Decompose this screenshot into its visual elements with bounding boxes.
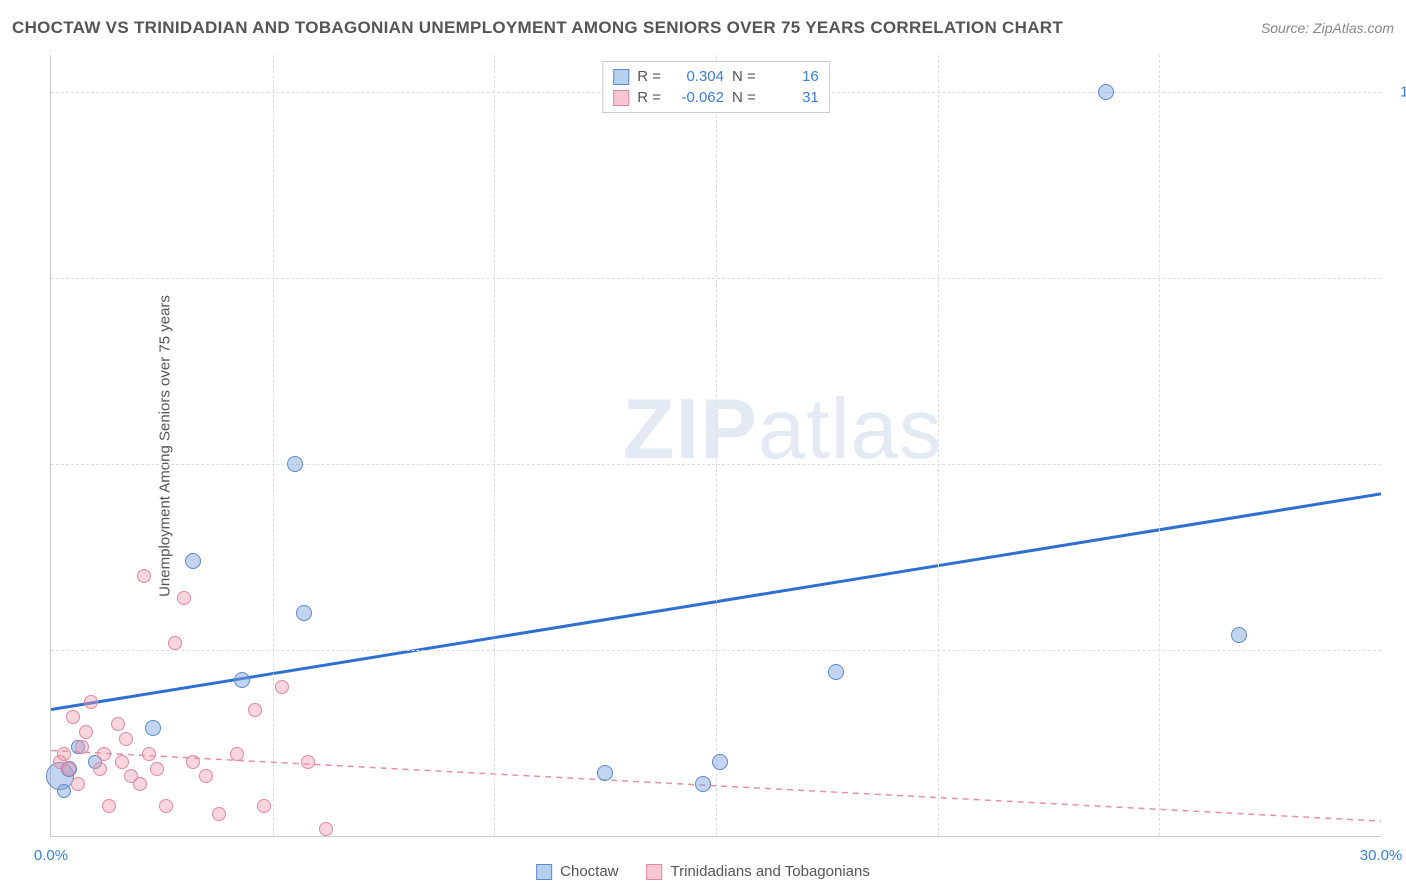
ytick-label: 50.0%: [1391, 456, 1406, 473]
data-point: [75, 740, 89, 754]
data-point: [257, 799, 271, 813]
data-point: [319, 822, 333, 836]
title-bar: CHOCTAW VS TRINIDADIAN AND TOBAGONIAN UN…: [12, 18, 1394, 38]
correlation-row-1: R = 0.304 N = 16: [613, 66, 819, 87]
data-point: [597, 765, 613, 781]
data-point: [111, 717, 125, 731]
gridline-v: [1159, 55, 1160, 836]
gridline-v: [273, 55, 274, 836]
n-value: 31: [764, 89, 819, 106]
data-point: [168, 636, 182, 650]
data-point: [137, 569, 151, 583]
data-point: [71, 777, 85, 791]
data-point: [97, 747, 111, 761]
data-point: [93, 762, 107, 776]
data-point: [145, 720, 161, 736]
r-value: -0.062: [669, 89, 724, 106]
series-legend: Choctaw Trinidadians and Tobagonians: [536, 863, 870, 880]
ytick-label: 100.0%: [1391, 84, 1406, 101]
data-point: [84, 695, 98, 709]
chart-title: CHOCTAW VS TRINIDADIAN AND TOBAGONIAN UN…: [12, 18, 1063, 38]
data-point: [695, 776, 711, 792]
data-point: [234, 672, 250, 688]
data-point: [119, 732, 133, 746]
legend-item-1: Choctaw: [536, 863, 618, 880]
data-point: [1231, 627, 1247, 643]
data-point: [712, 754, 728, 770]
data-point: [828, 664, 844, 680]
data-point: [212, 807, 226, 821]
plot-area: ZIPatlas R = 0.304 N = 16 R = -0.062 N =…: [50, 55, 1381, 837]
data-point: [301, 755, 315, 769]
legend-swatch-1: [536, 864, 552, 880]
n-label: N =: [732, 68, 756, 85]
xtick-label: 0.0%: [34, 847, 68, 864]
watermark-rest: atlas: [758, 382, 943, 477]
gridline-v: [716, 55, 717, 836]
n-label: N =: [732, 89, 756, 106]
legend-label-1: Choctaw: [560, 863, 618, 880]
data-point: [57, 784, 71, 798]
data-point: [115, 755, 129, 769]
ytick-label: 25.0%: [1391, 642, 1406, 659]
data-point: [185, 553, 201, 569]
series-swatch-2: [613, 90, 629, 106]
data-point: [296, 605, 312, 621]
watermark-bold: ZIP: [623, 382, 758, 477]
data-point: [199, 769, 213, 783]
series-swatch-1: [613, 69, 629, 85]
correlation-legend: R = 0.304 N = 16 R = -0.062 N = 31: [602, 61, 830, 113]
data-point: [142, 747, 156, 761]
legend-item-2: Trinidadians and Tobagonians: [647, 863, 870, 880]
data-point: [133, 777, 147, 791]
data-point: [159, 799, 173, 813]
data-point: [1098, 84, 1114, 100]
xtick-label: 30.0%: [1360, 847, 1403, 864]
data-point: [275, 680, 289, 694]
source-citation: Source: ZipAtlas.com: [1261, 20, 1394, 36]
r-label: R =: [637, 68, 661, 85]
data-point: [62, 762, 76, 776]
gridline-v: [494, 55, 495, 836]
correlation-row-2: R = -0.062 N = 31: [613, 87, 819, 108]
n-value: 16: [764, 68, 819, 85]
data-point: [102, 799, 116, 813]
data-point: [186, 755, 200, 769]
r-value: 0.304: [669, 68, 724, 85]
data-point: [79, 725, 93, 739]
data-point: [248, 703, 262, 717]
data-point: [177, 591, 191, 605]
legend-label-2: Trinidadians and Tobagonians: [671, 863, 870, 880]
data-point: [66, 710, 80, 724]
data-point: [230, 747, 244, 761]
ytick-label: 75.0%: [1391, 270, 1406, 287]
data-point: [57, 747, 71, 761]
legend-swatch-2: [647, 864, 663, 880]
data-point: [150, 762, 164, 776]
data-point: [287, 456, 303, 472]
r-label: R =: [637, 89, 661, 106]
gridline-v: [938, 55, 939, 836]
